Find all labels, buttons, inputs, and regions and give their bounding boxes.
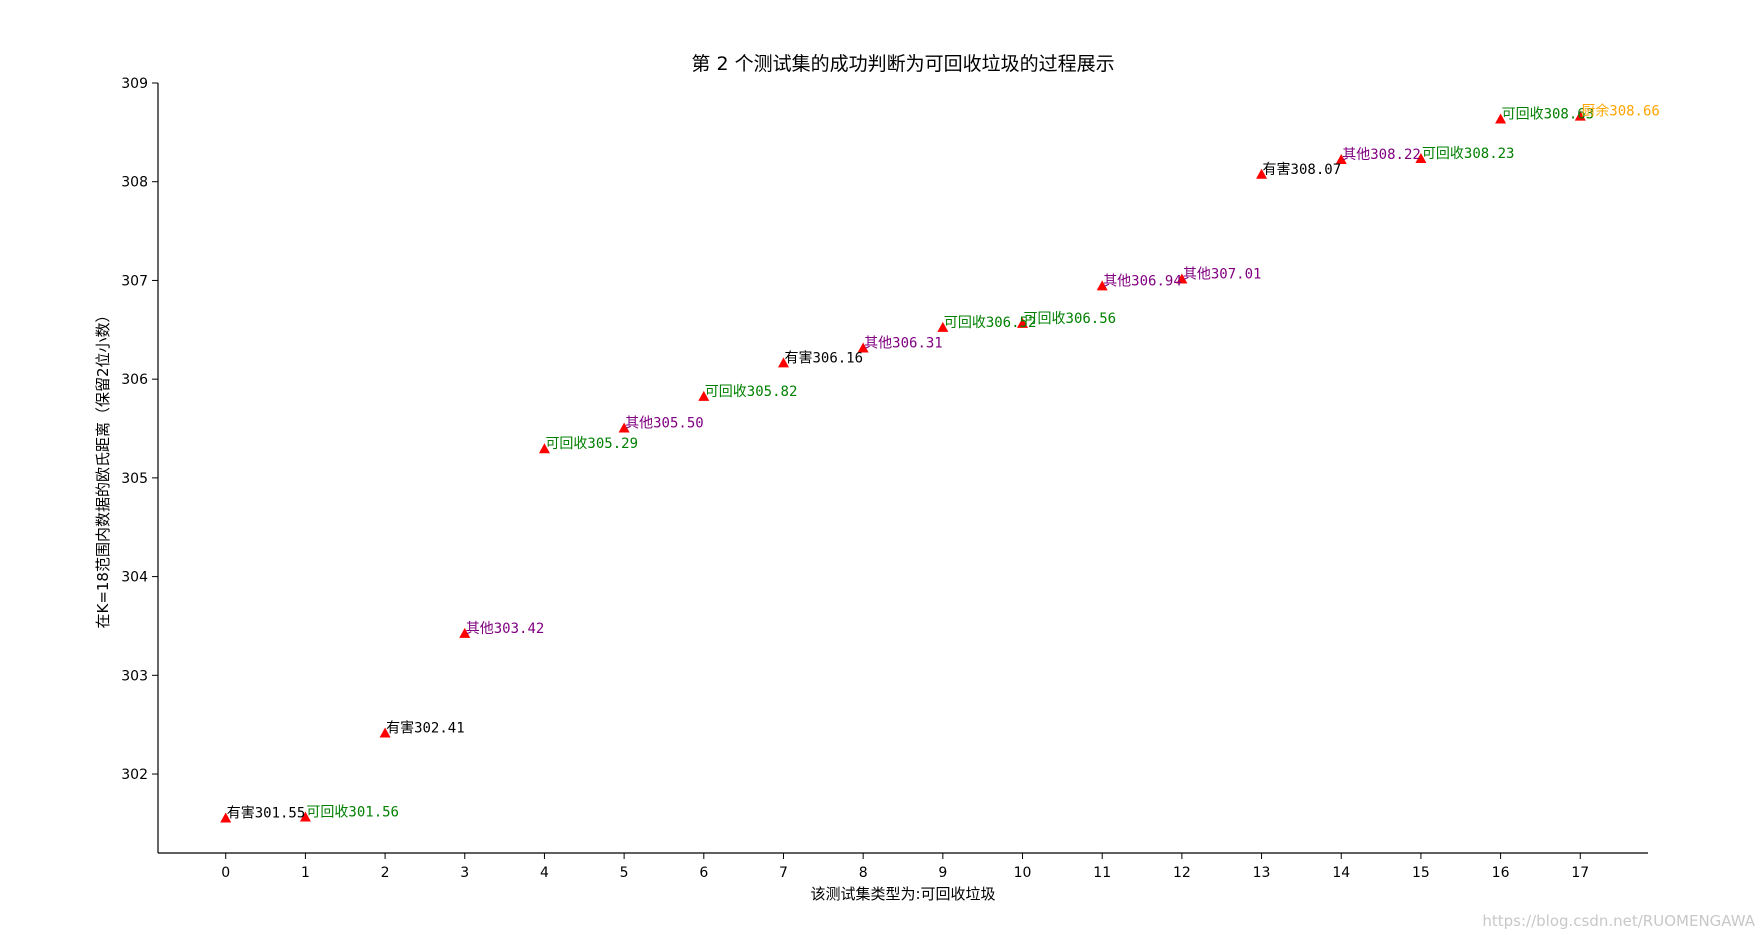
y-tick-label: 309	[121, 76, 148, 92]
y-ticks: 302 303 304 305 306 307 308 309	[121, 76, 158, 783]
data-point-label: 其他307.01	[1183, 266, 1262, 282]
x-tick-label: 14	[1332, 865, 1350, 881]
data-point-label: 其他303.42	[466, 621, 545, 637]
watermark: https://blog.csdn.net/RUOMENGAWA	[1482, 912, 1755, 930]
data-point-marker	[777, 357, 789, 368]
data-point-marker	[220, 812, 232, 823]
x-tick-label: 9	[938, 865, 947, 881]
data-point-marker	[1415, 153, 1427, 164]
data-point-marker	[698, 390, 710, 401]
y-tick-label: 308	[121, 175, 148, 191]
chart-title: 第 2 个测试集的成功判断为可回收垃圾的过程展示	[691, 53, 1114, 75]
x-tick-label: 16	[1492, 865, 1510, 881]
data-point-marker	[1096, 280, 1108, 291]
data-point-label: 可回收301.56	[306, 804, 399, 820]
data-point-marker	[1017, 317, 1029, 328]
data-points	[220, 110, 1586, 823]
data-point-label: 有害301.55	[227, 805, 306, 821]
x-tick-label: 13	[1253, 865, 1271, 881]
x-tick-label: 2	[381, 865, 390, 881]
y-tick-label: 307	[121, 273, 148, 289]
data-point-marker	[459, 627, 471, 638]
data-point-label: 可回收306.56	[1024, 311, 1117, 327]
x-tick-label: 3	[460, 865, 469, 881]
data-point-label: 可回收308.63	[1502, 107, 1595, 123]
data-labels: 有害301.55 可回收301.56 有害302.41 其他303.42 可回收305.…	[227, 103, 1660, 822]
data-point-label: 有害302.41	[386, 721, 465, 737]
data-point-label: 其他308.22	[1342, 147, 1421, 163]
data-point-marker	[857, 342, 869, 353]
data-point-marker	[1176, 273, 1188, 284]
x-tick-label: 11	[1093, 865, 1111, 881]
data-point-marker	[618, 422, 630, 433]
data-point-marker	[1495, 113, 1507, 124]
data-point-marker	[379, 727, 391, 738]
data-point-marker	[538, 443, 550, 454]
x-tick-label: 0	[221, 865, 230, 881]
x-tick-label: 10	[1014, 865, 1032, 881]
y-tick-label: 306	[121, 372, 148, 388]
x-tick-label: 6	[699, 865, 708, 881]
y-axis-label: 在K=18范围内数据的欧氏距离（保留2位小数）	[94, 307, 112, 628]
x-tick-label: 17	[1571, 865, 1589, 881]
data-point-label: 可回收308.23	[1422, 146, 1515, 162]
data-point-label: 可回收305.82	[705, 384, 798, 400]
x-tick-label: 1	[301, 865, 310, 881]
data-point-marker	[1256, 168, 1268, 179]
data-point-marker	[1335, 154, 1347, 164]
y-tick-label: 305	[121, 471, 148, 487]
data-point-label: 可回收305.29	[545, 436, 638, 452]
data-point-marker	[299, 811, 311, 822]
data-point-marker	[1574, 110, 1586, 121]
data-point-label: 其他305.50	[625, 416, 704, 432]
y-tick-label: 304	[121, 570, 148, 586]
data-point-marker	[937, 321, 949, 332]
data-point-label: 有害306.16	[784, 350, 863, 366]
x-tick-label: 5	[620, 865, 629, 881]
data-point-label: 厨余308.66	[1581, 103, 1660, 120]
x-tick-label: 12	[1173, 865, 1191, 881]
x-tick-label: 4	[540, 865, 549, 881]
data-point-label: 其他306.94	[1103, 273, 1182, 289]
data-point-label: 其他306.31	[864, 336, 943, 352]
x-tick-label: 7	[779, 865, 788, 881]
x-ticks: 0 1 2 3 4 5 6 7 8 9 10 11 12 13 14 15 16 17	[221, 853, 1589, 881]
x-axis-label: 该测试集类型为:可回收垃圾	[810, 885, 995, 903]
y-tick-label: 302	[121, 767, 148, 783]
y-tick-label: 303	[121, 668, 148, 684]
data-point-label: 有害308.07	[1263, 162, 1342, 178]
x-tick-label: 8	[859, 865, 868, 881]
x-tick-label: 15	[1412, 865, 1430, 881]
data-point-label: 可回收306.52	[944, 315, 1037, 331]
